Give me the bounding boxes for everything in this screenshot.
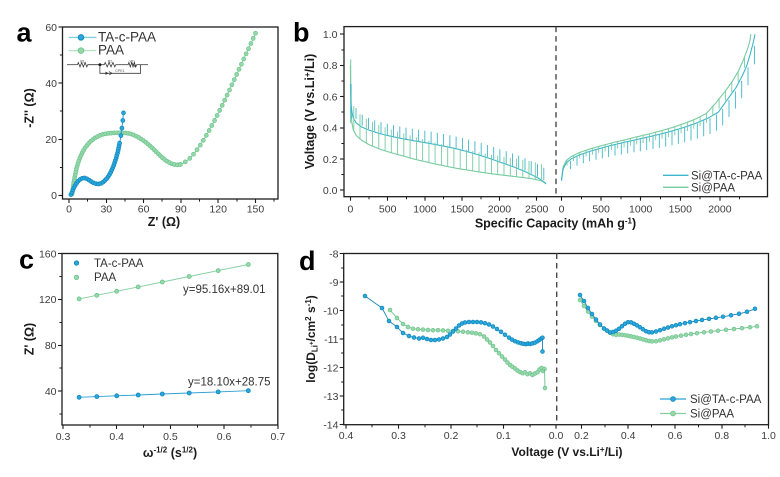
svg-text:30: 30: [100, 204, 112, 216]
svg-text:0.0: 0.0: [549, 430, 564, 442]
svg-text:500: 500: [379, 204, 397, 216]
svg-text:R1: R1: [80, 59, 85, 63]
svg-text:0.3: 0.3: [391, 430, 406, 442]
svg-text:0.4: 0.4: [339, 430, 354, 442]
svg-text:c: c: [19, 245, 34, 275]
svg-text:1000: 1000: [413, 204, 437, 216]
svg-text:0.4: 0.4: [323, 123, 338, 135]
svg-text:0.2: 0.2: [444, 430, 459, 442]
svg-text:2500: 2500: [525, 204, 549, 216]
svg-text:Si@TA-c-PAA: Si@TA-c-PAA: [690, 394, 762, 406]
svg-text:2000: 2000: [488, 204, 512, 216]
svg-text:0.5: 0.5: [163, 431, 178, 443]
svg-text:40: 40: [45, 78, 57, 90]
svg-text:20: 20: [45, 134, 57, 146]
svg-text:0.6: 0.6: [668, 430, 683, 442]
svg-text:Z' (Ω): Z' (Ω): [23, 323, 37, 355]
svg-text:PAA: PAA: [94, 272, 116, 284]
svg-text:PAA: PAA: [98, 43, 124, 58]
svg-text:0.0: 0.0: [323, 185, 338, 197]
svg-text:log(DLi+/cm2 s-1): log(DLi+/cm2 s-1): [304, 295, 320, 383]
svg-text:1500: 1500: [451, 204, 475, 216]
svg-text:-10: -10: [323, 305, 338, 317]
svg-text:0.1: 0.1: [496, 430, 511, 442]
svg-text:0.4: 0.4: [109, 431, 124, 443]
svg-text:TA-c-PAA: TA-c-PAA: [94, 258, 144, 270]
svg-text:120: 120: [39, 294, 57, 306]
svg-text:-12: -12: [323, 362, 338, 374]
svg-text:40: 40: [45, 386, 57, 398]
svg-text:500: 500: [592, 204, 610, 216]
svg-text:-8: -8: [329, 248, 338, 260]
svg-text:W1: W1: [130, 59, 135, 63]
svg-text:80: 80: [45, 340, 57, 352]
svg-text:160: 160: [39, 248, 57, 260]
svg-text:a: a: [17, 18, 33, 48]
svg-text:-11: -11: [324, 334, 339, 346]
svg-text:Voltage (V vs.Li+/Li): Voltage (V vs.Li+/Li): [303, 54, 317, 170]
svg-text:0: 0: [66, 204, 72, 216]
svg-text:60: 60: [45, 22, 57, 34]
svg-text:1500: 1500: [669, 204, 693, 216]
svg-text:b: b: [293, 18, 310, 48]
svg-text:-13: -13: [323, 391, 338, 403]
svg-text:TA-c-PAA: TA-c-PAA: [98, 29, 156, 44]
svg-text:0.6: 0.6: [323, 91, 338, 103]
svg-text:0.2: 0.2: [574, 430, 589, 442]
svg-text:2000: 2000: [708, 204, 732, 216]
svg-text:0: 0: [347, 204, 353, 216]
svg-text:Si@PAA: Si@PAA: [691, 182, 735, 194]
svg-text:0.3: 0.3: [56, 431, 71, 443]
svg-text:90: 90: [175, 204, 187, 216]
svg-text:d: d: [299, 246, 316, 276]
svg-text:0.2: 0.2: [323, 154, 338, 166]
svg-text:Si@TA-c-PAA: Si@TA-c-PAA: [691, 170, 763, 182]
svg-text:0.8: 0.8: [323, 60, 338, 72]
svg-text:Specific Capacity (mAh g-1): Specific Capacity (mAh g-1): [475, 217, 636, 231]
svg-text:150: 150: [247, 204, 265, 216]
svg-text:y=95.16x+89.01: y=95.16x+89.01: [183, 284, 266, 296]
svg-text:0.4: 0.4: [621, 430, 636, 442]
svg-text:0.7: 0.7: [270, 431, 285, 443]
svg-text:1.0: 1.0: [323, 29, 338, 41]
svg-text:0.8: 0.8: [714, 430, 729, 442]
svg-text:0.6: 0.6: [217, 431, 232, 443]
svg-text:Z' (Ω): Z' (Ω): [148, 215, 180, 229]
svg-text:1000: 1000: [629, 204, 653, 216]
svg-text:1.0: 1.0: [761, 430, 776, 442]
svg-text:Si@PAA: Si@PAA: [690, 409, 734, 421]
svg-text:0: 0: [559, 204, 565, 216]
svg-text:-Z'' (Ω): -Z'' (Ω): [23, 88, 37, 128]
svg-text:R2: R2: [108, 59, 113, 63]
svg-text:CPE1: CPE1: [115, 69, 124, 73]
svg-text:-9: -9: [329, 277, 338, 289]
svg-text:60: 60: [138, 204, 150, 216]
svg-text:120: 120: [209, 204, 227, 216]
svg-text:0: 0: [51, 190, 57, 202]
svg-text:Voltage (V vs.Li+/Li): Voltage (V vs.Li+/Li): [511, 445, 622, 459]
svg-text:y=18.10x+28.75: y=18.10x+28.75: [188, 377, 271, 389]
svg-text:-14: -14: [323, 419, 338, 431]
